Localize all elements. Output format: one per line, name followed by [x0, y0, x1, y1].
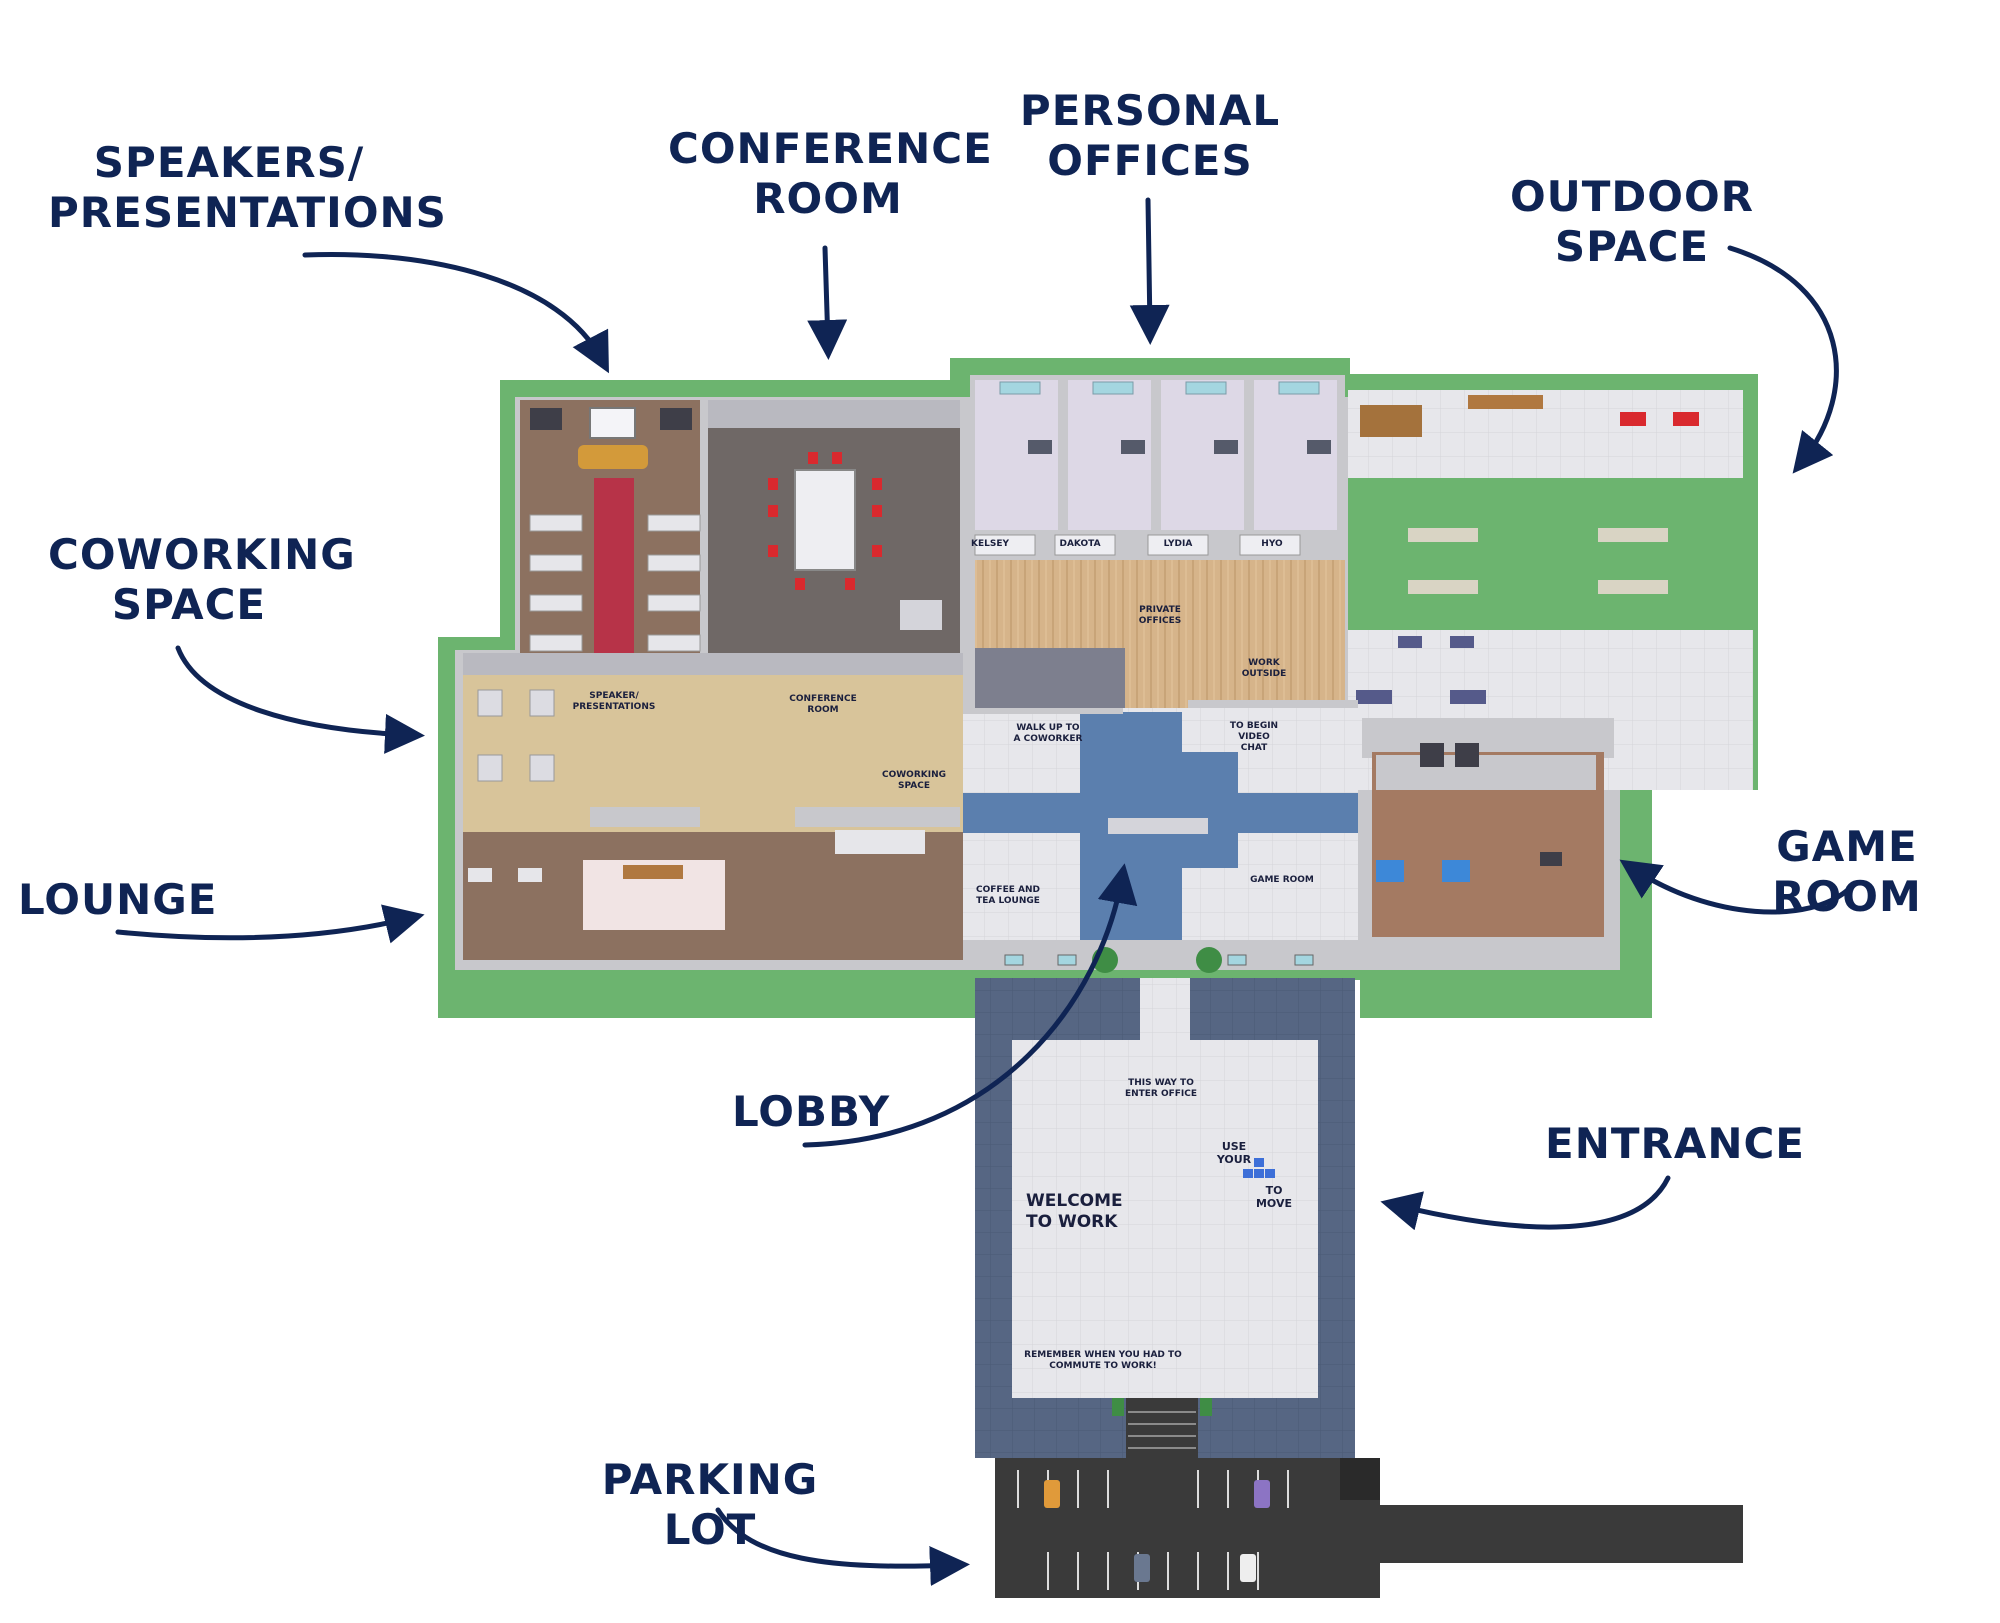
parking-arrow [715, 1507, 970, 1586]
entrance-arrow [1380, 1175, 1671, 1231]
work-outside-map-label-line1: WORK [1248, 658, 1281, 668]
speakers-map-label-line1: SPEAKER/ [589, 691, 639, 701]
car-white [1240, 1554, 1256, 1582]
coworking-arrow [175, 645, 425, 754]
conference-map-label-line2: ROOM [807, 705, 838, 715]
conference-arrow [807, 245, 848, 360]
work-outside-map-label-line2: OUTSIDE [1242, 669, 1287, 679]
coworking-space [463, 653, 963, 832]
use-your-map-label-line1: USE [1222, 1140, 1246, 1153]
welcome-map-label-line2: TO WORK [1026, 1212, 1118, 1232]
game-room [1362, 718, 1614, 937]
walk-up-map-label-line1: WALK UP TO [1016, 723, 1080, 733]
remember-map-label-line1: REMEMBER WHEN YOU HAD TO [1024, 1350, 1182, 1360]
speakers-map-label-line2: PRESENTATIONS [573, 702, 656, 712]
map-text: SPEAKER/PRESENTATIONS CONFERENCE ROOM COW… [573, 539, 1314, 1371]
lobby-arrow [802, 863, 1138, 1148]
car-purple [1254, 1480, 1270, 1508]
remember-map-label-line2: COMMUTE TO WORK! [1049, 1361, 1156, 1371]
office-name-hyo: HYO [1261, 539, 1283, 549]
svg-text:SPEAKER/PRESENTATIONS: SPEAKER/PRESENTATIONS [573, 691, 656, 712]
callout-game-room: GAME ROOM [1772, 822, 1922, 922]
this-way-map-label-line1: THIS WAY TO [1128, 1078, 1194, 1088]
outdoor-arrow [1727, 245, 1839, 474]
office-name-kelsey: KELSEY [971, 539, 1009, 549]
this-way-map-label-line2: ENTER OFFICE [1125, 1089, 1197, 1099]
parking-lot [995, 1458, 1743, 1598]
to-move-map-label-line2: MOVE [1256, 1197, 1292, 1210]
welcome-map-label-line1: WELCOME [1026, 1191, 1123, 1211]
video-chat-map-label-line3: CHAT [1241, 743, 1268, 753]
callout-coworking: COWORKING SPACE [48, 530, 356, 630]
car-slate [1134, 1554, 1150, 1582]
car-orange [1044, 1480, 1060, 1508]
lounge-arrow [115, 904, 425, 944]
game-room-map-label: GAME ROOM [1250, 875, 1314, 885]
private-map-label-line1: PRIVATE [1139, 605, 1181, 615]
coffee-map-label-line2: TEA LOUNGE [976, 896, 1040, 906]
callout-lounge: LOUNGE [18, 875, 218, 924]
lounge [463, 830, 963, 960]
coffee-map-label-line1: COFFEE AND [976, 885, 1040, 895]
callout-outdoor: OUTDOOR SPACE [1509, 172, 1755, 272]
waiting-area [975, 648, 1125, 708]
game-room-arrow [1619, 859, 1853, 915]
video-chat-map-label-line1: TO BEGIN [1230, 721, 1278, 731]
red-carpet [594, 478, 634, 655]
front-windows [1004, 954, 1314, 966]
callout-conference: CONFERENCE ROOM [668, 124, 993, 224]
coworking-map-label-line1: COWORKING [882, 770, 946, 780]
personal-offices [970, 375, 1345, 565]
callout-speakers: SPEAKERS/ PRESENTATIONS [48, 138, 447, 238]
use-your-map-label-line2: YOUR [1216, 1153, 1252, 1166]
to-move-map-label-line1: TO [1266, 1184, 1283, 1197]
coworking-map-label-line2: SPACE [898, 781, 930, 791]
entrance-plaza [975, 978, 1355, 1463]
callout-arrows [115, 197, 1853, 1586]
walk-up-map-label-line2: A COWORKER [1014, 734, 1083, 744]
svg-text:GAME ROOM: GAME ROOM [1250, 875, 1314, 885]
callout-lobby: LOBBY [732, 1087, 891, 1136]
front-wall-left [455, 960, 965, 970]
callout-entrance: ENTRANCE [1545, 1119, 1805, 1168]
speakers-arrow [302, 252, 609, 374]
personal-arrow [1129, 197, 1170, 345]
video-chat-map-label-line2: VIDEO [1238, 732, 1270, 742]
lobby [963, 700, 1358, 968]
private-map-label-line2: OFFICES [1139, 616, 1182, 626]
speakers-room [520, 400, 701, 655]
office-name-dakota: DAKOTA [1059, 539, 1100, 549]
office-name-lydia: LYDIA [1164, 539, 1193, 549]
conference-map-label-line1: CONFERENCE [789, 694, 856, 704]
svg-text:WALK UP TOA COWORKER: WALK UP TO A COWORKER [1014, 723, 1083, 744]
conference-room [708, 400, 960, 655]
callout-parking: PARKING LOT [601, 1455, 819, 1555]
callout-personal: PERSONAL OFFICES [1019, 86, 1281, 186]
